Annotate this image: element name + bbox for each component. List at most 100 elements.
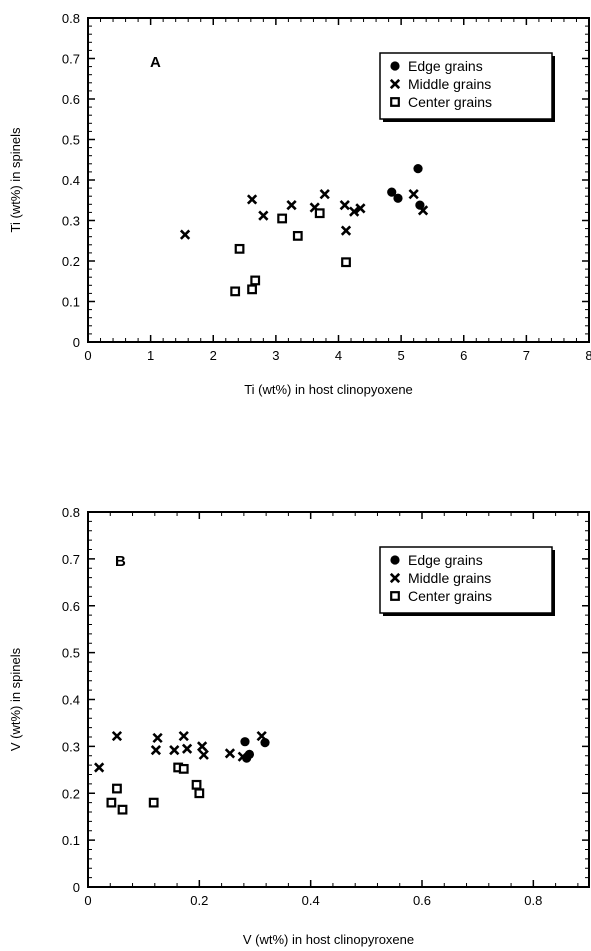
data-point <box>198 749 209 760</box>
y-tick-label: 0.7 <box>62 552 80 567</box>
x-axis-label: Ti (wt%) in host clinopyoxene <box>244 382 413 397</box>
y-tick-label: 0.6 <box>62 599 80 614</box>
data-point <box>191 779 202 790</box>
legend: Edge grains Middle grains Center grains <box>379 52 555 122</box>
legend-entry: Edge grains <box>408 552 483 568</box>
data-point <box>244 749 255 759</box>
y-tick-label: 0.1 <box>62 833 80 848</box>
data-point <box>152 732 163 744</box>
data-point <box>417 205 429 216</box>
x-tick-label: 5 <box>398 348 405 363</box>
y-tick-label: 0.2 <box>62 254 80 269</box>
data-point <box>415 200 425 210</box>
data-point <box>319 189 330 200</box>
data-point <box>234 243 245 254</box>
x-tick-label: 0.2 <box>190 893 208 908</box>
data-point <box>339 199 350 211</box>
data-point <box>194 788 205 799</box>
data-point <box>349 206 360 217</box>
data-point <box>240 737 250 747</box>
series-x <box>179 189 429 240</box>
x-tick-label: 7 <box>523 348 530 363</box>
data-point <box>340 225 352 236</box>
legend-marker <box>389 572 401 584</box>
x-tick-label: 0.4 <box>302 893 320 908</box>
x-tick-label: 4 <box>335 348 342 363</box>
x-tick-label: 0.6 <box>413 893 431 908</box>
data-point <box>247 284 257 295</box>
y-tick-label: 0.3 <box>62 739 80 754</box>
data-point <box>148 797 159 808</box>
data-point <box>230 286 241 297</box>
data-point <box>178 763 189 774</box>
y-tick-label: 0.5 <box>62 646 80 661</box>
data-point <box>179 229 191 240</box>
y-axis-label: V (wt%) in spinels <box>8 647 23 751</box>
y-tick-label: 0.4 <box>62 693 80 708</box>
data-point <box>413 164 423 174</box>
data-point <box>250 275 261 286</box>
y-tick-label: 0.5 <box>62 133 80 148</box>
data-point <box>277 213 288 224</box>
y-tick-label: 0.6 <box>62 92 80 107</box>
data-point <box>314 208 325 219</box>
x-tick-label: 2 <box>210 348 217 363</box>
y-tick-label: 0 <box>73 335 80 350</box>
data-point <box>150 745 162 756</box>
series-filled-circle <box>387 164 425 210</box>
data-point <box>408 189 419 200</box>
legend-marker <box>390 97 400 107</box>
series-x <box>94 730 267 773</box>
data-point <box>341 257 351 268</box>
series-open-square <box>230 208 351 297</box>
legend-entry: Edge grains <box>408 58 483 74</box>
y-tick-label: 0.7 <box>62 52 80 67</box>
x-axis-label: V (wt%) in host clinopyroxene <box>243 932 414 947</box>
legend-entry: Middle grains <box>408 570 491 586</box>
data-point <box>181 743 193 754</box>
data-point <box>260 738 270 748</box>
y-tick-label: 0.3 <box>62 214 80 229</box>
legend-entry: Center grains <box>408 588 492 604</box>
data-point <box>117 804 128 815</box>
chart-panel-b: 0 0.2 0.4 0.6 0.8 0 0.1 0.2 0.3 0.4 0.5 0.6 0.7 0.8 V … <box>8 505 590 947</box>
data-point <box>355 203 366 214</box>
legend-marker <box>390 591 400 601</box>
data-point <box>196 741 208 752</box>
panel-letter: B <box>115 553 126 570</box>
y-tick-label: 0.8 <box>62 11 80 26</box>
x-tick-label: 0 <box>84 893 91 908</box>
data-point <box>258 210 269 221</box>
legend-marker <box>390 61 400 71</box>
data-point <box>224 748 236 759</box>
x-tick-label: 3 <box>272 348 279 363</box>
legend: Edge grains Middle grains Center grains <box>379 546 555 616</box>
x-tick-label: 6 <box>460 348 467 363</box>
x-tick-label: 1 <box>147 348 154 363</box>
y-axis-label: Ti (wt%) in spinels <box>8 127 23 232</box>
data-point <box>286 199 297 211</box>
legend-marker <box>390 555 400 565</box>
legend-marker <box>389 78 401 90</box>
data-point <box>111 730 123 742</box>
legend-box <box>379 52 553 120</box>
chart-panel-a: 0 1 2 3 4 5 6 7 8 0 0.1 0.2 0.3 0.4 0.5 0.6 0.7 0.8 Ti (wt… <box>8 11 591 397</box>
data-point <box>94 762 105 773</box>
x-tick-label: 0.8 <box>524 893 542 908</box>
data-point <box>169 745 180 756</box>
data-point <box>237 751 248 762</box>
data-point <box>393 193 403 203</box>
legend-box <box>379 546 553 614</box>
legend-entry: Center grains <box>408 94 492 110</box>
data-point <box>256 730 267 742</box>
legend-entry: Middle grains <box>408 76 491 92</box>
y-tick-label: 0.2 <box>62 786 80 801</box>
panel-letter: A <box>150 54 161 71</box>
y-tick-label: 0 <box>73 880 80 895</box>
data-point <box>292 230 303 241</box>
data-point <box>178 730 189 742</box>
x-tick-label: 0 <box>84 348 91 363</box>
y-tick-label: 0.8 <box>62 505 80 520</box>
series-open-square <box>106 762 205 815</box>
